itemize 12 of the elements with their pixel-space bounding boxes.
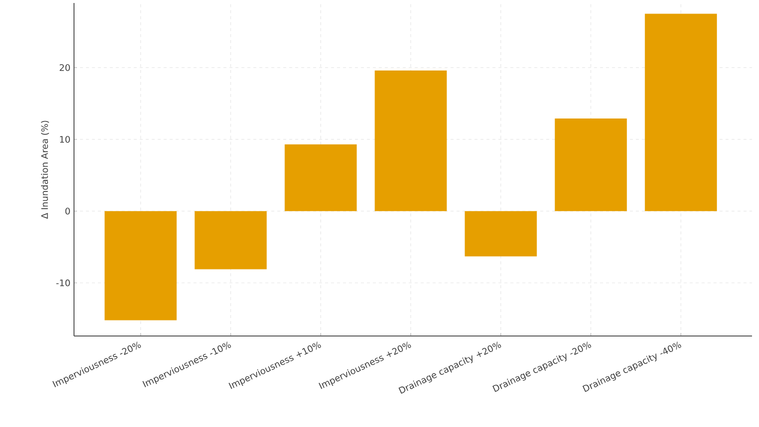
y-tick-label: -10 [56,280,70,286]
bar [284,144,357,212]
bar [194,211,267,270]
y-tick-label: 0 [65,208,70,215]
y-tick-label: 20 [60,64,70,71]
bar [374,70,447,212]
y-axis-title: Δ Inundation Area (%) [41,120,50,219]
bar [554,118,627,212]
bar [104,211,177,320]
bar [464,211,537,256]
bar [644,14,717,212]
y-tick-label: 10 [60,136,70,143]
